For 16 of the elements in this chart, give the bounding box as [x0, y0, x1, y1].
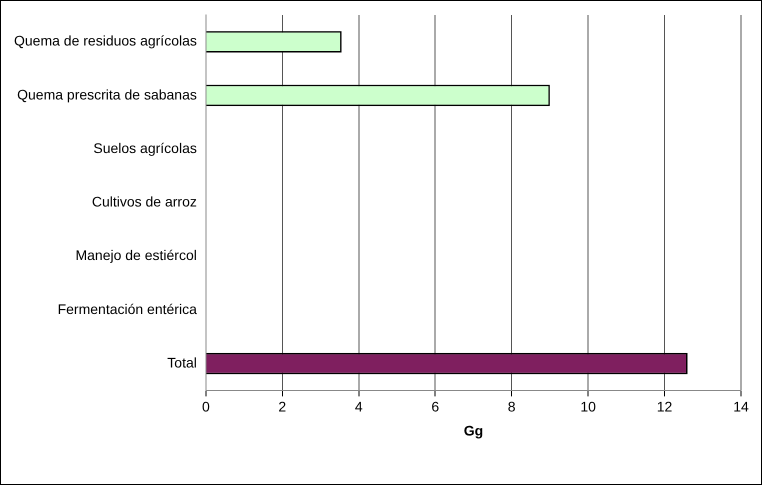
y-tick-label: Quema prescrita de sabanas [17, 86, 197, 102]
x-tick-label: 12 [656, 398, 673, 415]
x-tick-label: 4 [354, 398, 363, 415]
x-tick-label: 10 [580, 398, 596, 415]
y-tick-label: Quema de residuos agrícolas [14, 32, 197, 49]
x-tick-label: 2 [278, 398, 286, 415]
y-tick-label: Total [167, 354, 197, 370]
y-tick-label: Fermentación entérica [58, 300, 198, 317]
y-tick-label: Cultivos de arroz [92, 194, 197, 210]
x-axis-title: Gg [464, 422, 484, 438]
x-tick-label: 6 [431, 398, 440, 415]
y-tick-label: Manejo de estiércol [75, 247, 197, 264]
x-tick-label: 14 [733, 398, 749, 415]
x-tick-label: 0 [202, 398, 210, 415]
y-tick-label: Suelos agrícolas [93, 140, 197, 156]
x-tick-label: 8 [508, 398, 516, 415]
